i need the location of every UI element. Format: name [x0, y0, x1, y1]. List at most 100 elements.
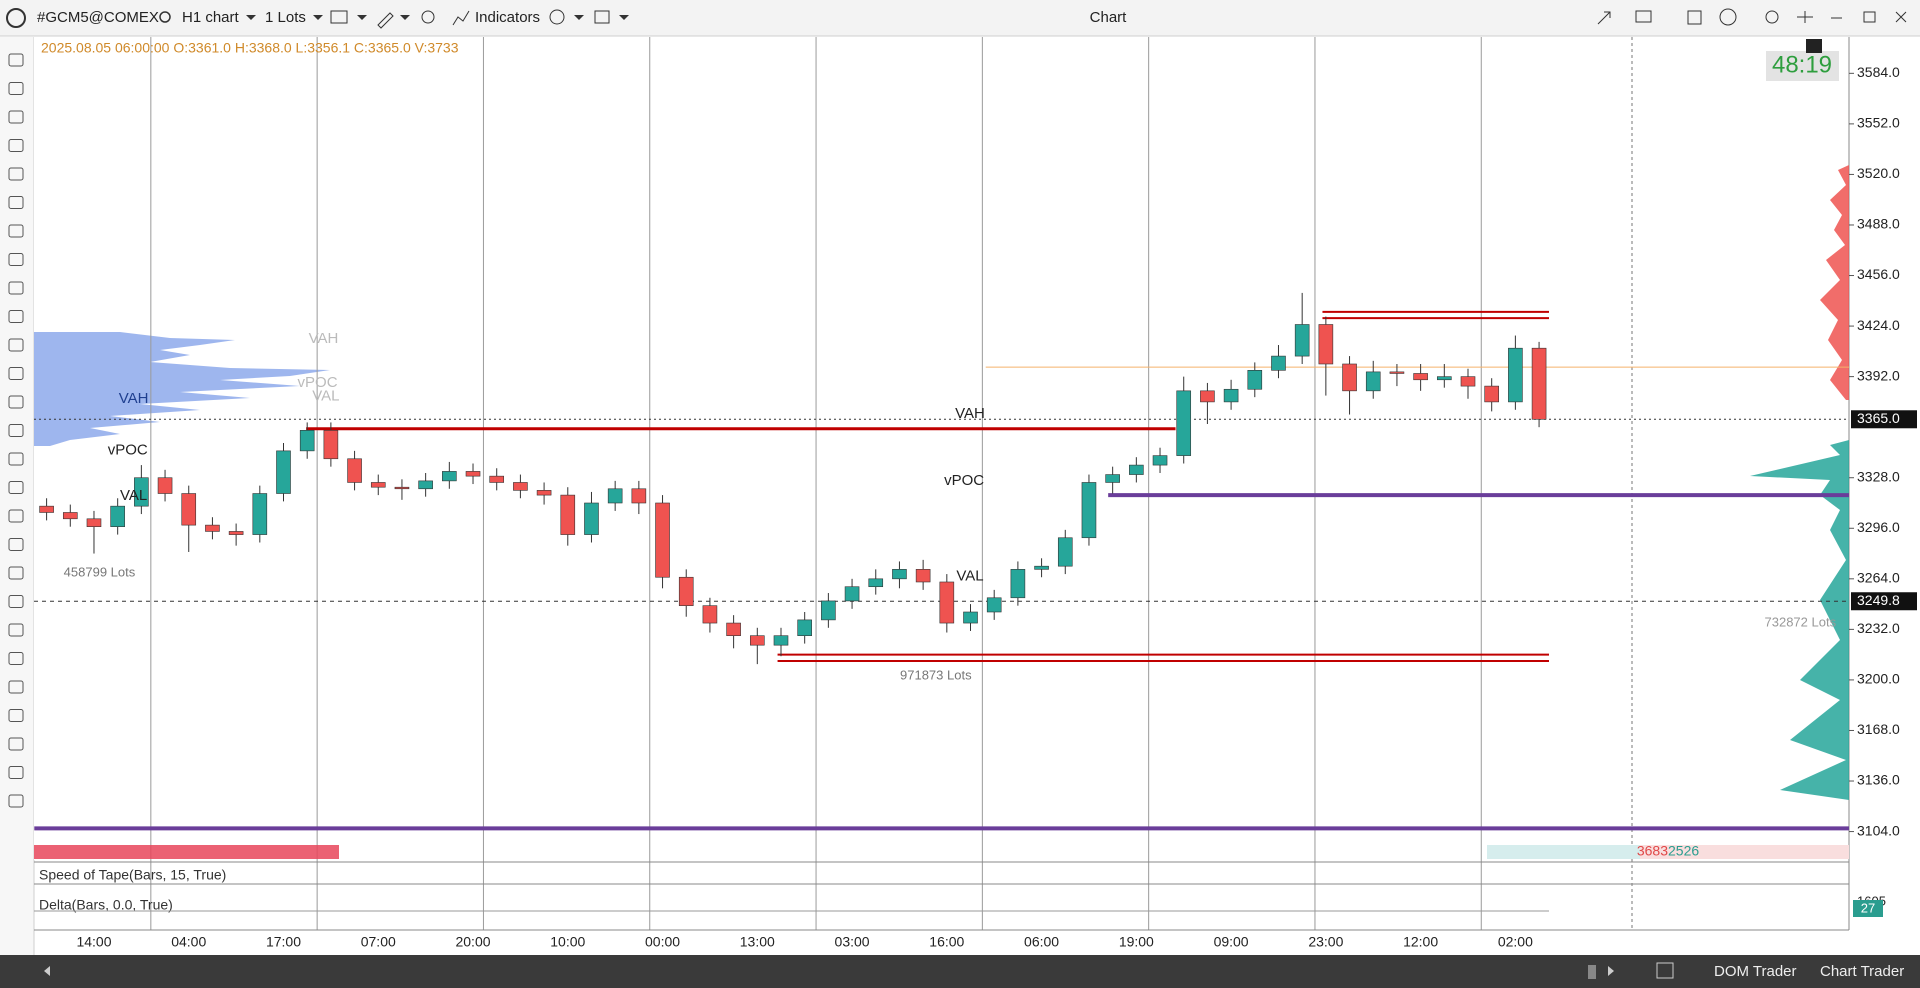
candle-body [62, 512, 78, 520]
tool-icon[interactable] [8, 196, 24, 209]
search-icon[interactable] [159, 11, 171, 23]
tool-icon[interactable] [8, 623, 24, 637]
candle-body [1176, 390, 1192, 456]
close[interactable] [1895, 11, 1907, 23]
tool-icon[interactable] [8, 709, 24, 722]
tool-icon[interactable] [8, 139, 24, 152]
lots[interactable]: 1 Lots [265, 9, 306, 26]
candle-body [631, 488, 647, 504]
candle-body [702, 605, 718, 624]
tool-icon[interactable] [8, 680, 24, 694]
price-tag-box [1851, 410, 1917, 429]
tool-icon[interactable] [8, 110, 24, 124]
layout-icon[interactable] [594, 10, 610, 24]
annotation: VAH [309, 330, 339, 347]
undock-icon[interactable] [1597, 11, 1611, 25]
candle-body [1271, 355, 1286, 371]
template-icon[interactable] [330, 10, 348, 24]
status-bar [0, 955, 1920, 988]
session-volume-profile [34, 332, 330, 446]
symbol[interactable]: #GCM5@COMEX [37, 9, 159, 26]
candle-body [749, 635, 765, 646]
scroll-thumb[interactable] [1588, 965, 1596, 979]
tool-icon[interactable] [8, 538, 24, 551]
candle-body [276, 450, 291, 494]
time-label: 06:00 [1024, 934, 1059, 950]
tool-icon[interactable] [8, 566, 24, 580]
dropdown-arrow[interactable] [313, 15, 323, 20]
dropdown-arrow[interactable] [246, 15, 256, 20]
tool-icon[interactable] [8, 395, 24, 409]
candle-body [39, 505, 54, 513]
tool-icon[interactable] [8, 281, 24, 295]
zoom-icon[interactable] [421, 10, 435, 24]
scroll-end-button[interactable] [1806, 39, 1822, 53]
candle-body [1105, 474, 1120, 483]
speed-tag: 27 [1861, 900, 1875, 915]
tool-icon[interactable] [8, 595, 24, 608]
screenshot-icon[interactable] [1635, 10, 1652, 23]
tool-icon[interactable] [8, 737, 24, 751]
session-lines [150, 37, 1633, 930]
candle-body [205, 524, 220, 532]
crosshair-icon[interactable] [549, 9, 565, 25]
candle-body [157, 477, 173, 494]
tool-icon[interactable] [8, 224, 24, 238]
tool-icon[interactable] [8, 481, 24, 494]
tool-icon[interactable] [8, 338, 24, 352]
ohlc-header: 2025.08.05 06:00:00 O:3361.0 H:3368.0 L:… [41, 40, 459, 56]
settings-icon[interactable] [1765, 10, 1779, 24]
tool-icon[interactable] [8, 253, 24, 266]
annotation: vPOC [944, 472, 984, 489]
annotation: VAL [120, 487, 147, 504]
candle-body [442, 471, 457, 482]
tool-icon[interactable] [8, 367, 24, 380]
theme-icon[interactable] [1719, 8, 1737, 26]
dropdown-arrow[interactable] [400, 15, 410, 20]
tool-icon[interactable] [8, 766, 24, 779]
candle-body [560, 494, 576, 535]
time-label: 14:00 [76, 934, 111, 950]
dom-trader[interactable]: DOM Trader [1714, 963, 1797, 980]
tool-icon[interactable] [8, 424, 24, 437]
chart-trader[interactable]: Chart Trader [1820, 963, 1904, 980]
candle-body [489, 475, 505, 483]
fullscreen-icon[interactable] [1687, 10, 1702, 25]
scroll-left[interactable] [44, 966, 50, 976]
ask-volume-profile [1820, 165, 1849, 400]
tool-icon[interactable] [8, 652, 24, 665]
pin-icon[interactable] [1797, 11, 1813, 23]
candle-body [1152, 455, 1168, 466]
maximize[interactable] [1863, 11, 1876, 23]
y-tick-label: 3456.0 [1857, 266, 1900, 282]
y-tick-label: 3104.0 [1857, 822, 1900, 838]
candle-body [513, 482, 528, 491]
y-tick-label: 3264.0 [1857, 570, 1900, 586]
calendar-icon[interactable] [1656, 962, 1674, 979]
indicators-icon[interactable] [452, 10, 470, 26]
dropdown-arrow[interactable] [357, 15, 367, 20]
tool-icon[interactable] [8, 82, 24, 95]
time-label: 04:00 [171, 934, 206, 950]
candle-body [465, 471, 481, 477]
price-tag: 3249.8 [1857, 592, 1900, 608]
drawing-toolbar [0, 37, 34, 955]
tool-icon[interactable] [8, 310, 24, 323]
tool-icon[interactable] [8, 53, 24, 67]
indicators[interactable]: Indicators [475, 9, 540, 26]
annotation: 732872 Lots [1765, 615, 1837, 630]
tool-icon[interactable] [8, 452, 24, 466]
dropdown-arrow[interactable] [574, 15, 584, 20]
candle-body [1294, 324, 1310, 357]
tool-icon[interactable] [8, 794, 24, 808]
tool-icon[interactable] [8, 509, 24, 523]
time-label: 03:00 [835, 934, 870, 950]
timeframe[interactable]: H1 chart [182, 9, 240, 26]
time-label: 10:00 [550, 934, 585, 950]
draw-icon[interactable] [377, 12, 394, 29]
scroll-right[interactable] [1608, 966, 1614, 976]
candle-body [347, 458, 362, 483]
dropdown-arrow[interactable] [619, 15, 629, 20]
tool-icon[interactable] [8, 167, 24, 181]
annotation: 458799 Lots [64, 565, 136, 580]
